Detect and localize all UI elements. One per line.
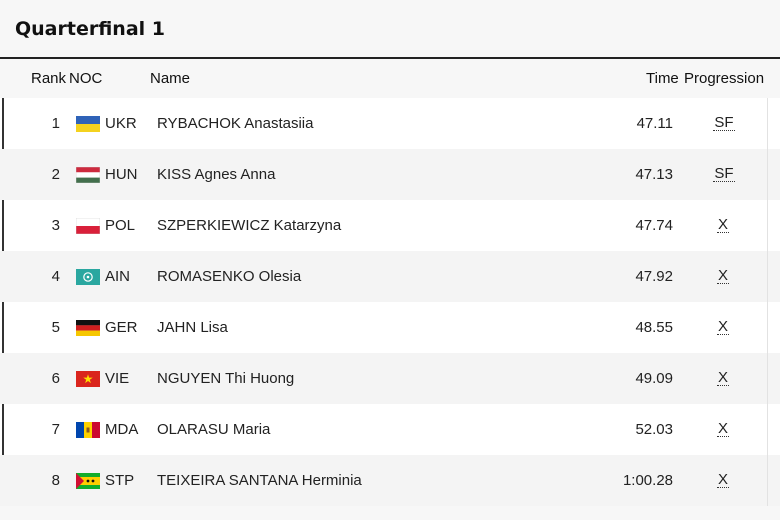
ain-flag-icon (76, 269, 100, 285)
header-time: Time (646, 70, 679, 87)
germany-flag-icon (76, 320, 100, 336)
table-row: 8 STP TEIXEIRA SANTANA Herminia 1:00.28 … (0, 455, 780, 506)
athlete-name[interactable]: KISS Agnes Anna (157, 166, 276, 183)
ukraine-flag-icon (76, 116, 100, 132)
progression-cell[interactable]: X (717, 216, 729, 233)
noc-cell: VIE (105, 370, 130, 387)
time-cell: 1:00.28 (622, 472, 673, 489)
athlete-name[interactable]: TEIXEIRA SANTANA Herminia (157, 472, 362, 489)
poland-flag-icon (76, 218, 100, 234)
athlete-name[interactable]: NGUYEN Thi Huong (157, 370, 295, 387)
noc-cell: GER (105, 319, 138, 336)
vietnam-flag-icon (76, 371, 100, 387)
page-title: Quarterfinal 1 (15, 18, 165, 40)
noc-cell: STP (105, 472, 135, 489)
table-row: 1 UKR RYBACHOK Anastasiia 47.11 SF (0, 98, 780, 149)
progression-cell[interactable]: X (717, 318, 729, 335)
rank-cell: 4 (51, 268, 60, 285)
time-cell: 49.09 (635, 370, 673, 387)
hungary-flag-icon (76, 167, 100, 183)
progression-cell[interactable]: X (717, 420, 729, 437)
athlete-name[interactable]: JAHN Lisa (157, 319, 228, 336)
progression-cell[interactable]: SF (713, 165, 735, 182)
athlete-name[interactable]: RYBACHOK Anastasiia (157, 115, 314, 132)
time-cell: 47.13 (635, 166, 673, 183)
rank-cell: 6 (51, 370, 60, 387)
header-progression: Progression (684, 70, 765, 87)
rank-cell: 2 (51, 166, 60, 183)
time-cell: 47.74 (635, 217, 673, 234)
moldova-flag-icon (76, 422, 100, 438)
table-row: 6 VIE NGUYEN Thi Huong 49.09 X (0, 353, 780, 404)
table-row: 3 POL SZPERKIEWICZ Katarzyna 47.74 X (0, 200, 780, 251)
title-divider (0, 57, 780, 59)
header-rank: Rank (31, 70, 67, 87)
table-row: 7 MDA OLARASU Maria 52.03 X (0, 404, 780, 455)
sao-tome-flag-icon (76, 473, 100, 489)
progression-cell[interactable]: X (717, 471, 729, 488)
noc-cell: MDA (105, 421, 139, 438)
results-table: 1 UKR RYBACHOK Anastasiia 47.11 SF 2 HUN… (0, 98, 780, 506)
header-name: Name (150, 70, 191, 87)
rank-cell: 5 (51, 319, 60, 336)
time-cell: 48.55 (635, 319, 673, 336)
header-noc: NOC (69, 70, 103, 87)
rank-cell: 8 (51, 472, 60, 489)
noc-cell: POL (105, 217, 136, 234)
table-row: 5 GER JAHN Lisa 48.55 X (0, 302, 780, 353)
rank-cell: 3 (51, 217, 60, 234)
table-row: 2 HUN KISS Agnes Anna 47.13 SF (0, 149, 780, 200)
time-cell: 52.03 (635, 421, 673, 438)
time-cell: 47.92 (635, 268, 673, 285)
rank-cell: 1 (51, 115, 60, 132)
noc-cell: HUN (105, 166, 138, 183)
table-header: Rank NOC Name Time Progression (0, 59, 780, 99)
progression-cell[interactable]: SF (713, 114, 735, 131)
table-row: 4 AIN ROMASENKO Olesia 47.92 X (0, 251, 780, 302)
time-cell: 47.11 (636, 115, 673, 132)
progression-cell[interactable]: X (717, 267, 729, 284)
athlete-name[interactable]: OLARASU Maria (157, 421, 271, 438)
noc-cell: AIN (105, 268, 131, 285)
progression-cell[interactable]: X (717, 369, 729, 386)
noc-cell: UKR (105, 115, 137, 132)
rank-cell: 7 (51, 421, 60, 438)
athlete-name[interactable]: ROMASENKO Olesia (157, 268, 302, 285)
athlete-name[interactable]: SZPERKIEWICZ Katarzyna (157, 217, 342, 234)
